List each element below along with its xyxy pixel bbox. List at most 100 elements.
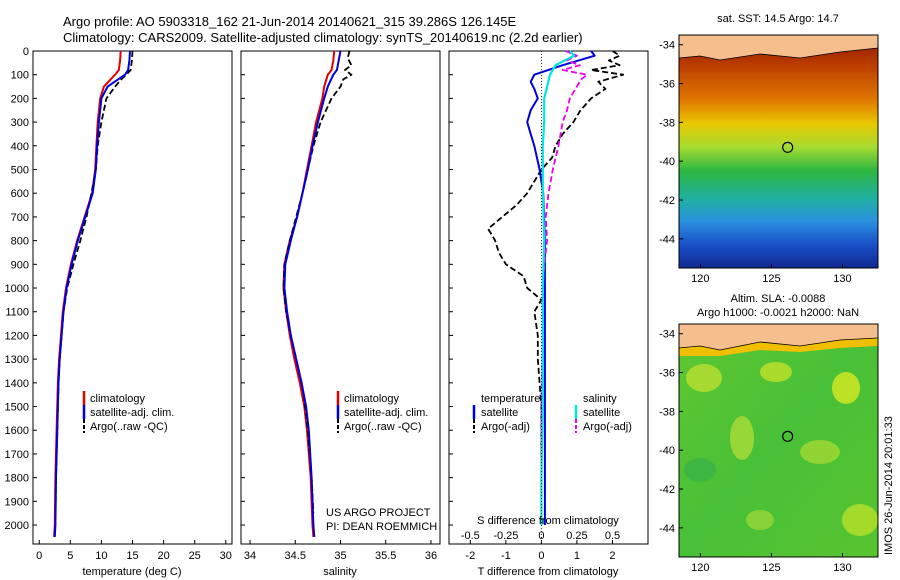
legend-label-satellite-adj: satellite-adj. clim.	[344, 407, 428, 419]
map-y-tick-label: -44	[659, 523, 675, 535]
sst-field	[679, 35, 878, 268]
map-y-tick-label: -36	[659, 368, 675, 380]
legend-title-salinity: salinity	[583, 393, 617, 405]
sla-land-edge	[679, 338, 878, 356]
depth-tick-label: 300	[11, 117, 29, 129]
salinity-legend: climatology satellite-adj. clim. Argo(..…	[336, 391, 428, 433]
temperature-x-axis: 0 5 10 15 20 25 30	[36, 540, 232, 562]
s-difference-tick-label: -0.25	[493, 530, 518, 542]
depth-tick-label: 1900	[5, 496, 29, 508]
sla-anomaly	[800, 440, 840, 464]
map-x-tick-label: 130	[833, 273, 851, 285]
sla-anomaly	[730, 416, 754, 460]
sla-land	[679, 324, 878, 350]
sla-anomaly	[746, 510, 774, 530]
map-x-tick-label: 120	[691, 562, 709, 574]
legend-label-s-satellite: satellite	[583, 407, 620, 419]
temperature-tick-label: 0	[36, 550, 42, 562]
map-y-tick-label: -34	[659, 329, 675, 341]
temperature-tick-label: 25	[189, 550, 201, 562]
depth-tick-label: 800	[11, 236, 29, 248]
line-satellite-adj	[283, 50, 342, 537]
depth-tick-label: 100	[11, 70, 29, 82]
line-t-diff-satellite	[526, 50, 596, 525]
salinity-tick-label: 35	[334, 550, 346, 562]
map-y-tick-label: -38	[659, 406, 675, 418]
legend-label-t-satellite: satellite	[481, 407, 518, 419]
legend-label-s-argo: Argo(-adj)	[583, 421, 632, 433]
depth-tick-label: 700	[11, 212, 29, 224]
line-climatology	[282, 50, 336, 537]
line-climatology	[53, 50, 122, 537]
salinity-panel-frame	[240, 50, 441, 545]
depth-tick-label: 900	[11, 259, 29, 271]
map-x-tick-label: 125	[762, 273, 780, 285]
line-t-diff-argo	[487, 50, 624, 525]
map-y-tick-label: -34	[659, 40, 675, 52]
map-y-tick-label: -40	[659, 156, 675, 168]
s-difference-x-axis: -0.5 -0.25 0 0.25 0.5	[461, 530, 620, 542]
salinity-tick-label: 34.5	[285, 550, 306, 562]
map-y-tick-label: -42	[659, 484, 675, 496]
s-difference-axis-label: S difference from climatology	[477, 515, 619, 527]
s-difference-tick-label: -0.5	[461, 530, 480, 542]
line-satellite-adj	[53, 50, 131, 537]
header-line-2: Climatology: CARS2009. Satellite-adjuste…	[63, 30, 583, 45]
sst-map-frame	[678, 34, 879, 269]
t-difference-x-axis: -2 -1 0 1 2	[465, 540, 616, 562]
map-y-tick-label: -36	[659, 79, 675, 91]
line-s-diff-argo	[540, 50, 588, 525]
s-difference-tick-label: 0.25	[566, 530, 587, 542]
t-difference-tick-label: 1	[574, 550, 580, 562]
legend-label-satellite-adj: satellite-adj. clim.	[90, 407, 174, 419]
map-x-tick-label: 125	[762, 562, 780, 574]
t-difference-tick-label: -2	[465, 550, 475, 562]
sla-anomaly	[832, 372, 860, 404]
map-x-tick-label: 120	[691, 273, 709, 285]
sst-heatmap	[679, 35, 878, 268]
legend-label-climatology: climatology	[344, 393, 400, 405]
temperature-legend: climatology satellite-adj. clim. Argo(..…	[82, 391, 174, 433]
sla-anomaly	[686, 364, 722, 392]
depth-tick-label: 1300	[5, 354, 29, 366]
temperature-profiles	[53, 50, 134, 537]
sla-map-frame	[678, 323, 879, 558]
depth-tick-label: 1800	[5, 473, 29, 485]
sla-anomaly	[842, 504, 878, 536]
depth-tick-label: 1000	[5, 283, 29, 295]
depth-tick-label: 2000	[5, 520, 29, 532]
t-difference-axis-label: T difference from climatology	[478, 566, 619, 578]
depth-tick-label: 1500	[5, 402, 29, 414]
temperature-tick-label: 15	[126, 550, 138, 562]
map-y-tick-label: -42	[659, 195, 675, 207]
legend-label-t-argo: Argo(-adj)	[481, 421, 530, 433]
t-difference-tick-label: 0	[538, 550, 544, 562]
depth-tick-label: 1700	[5, 449, 29, 461]
depth-tick-label: 600	[11, 188, 29, 200]
map-y-tick-label: -40	[659, 445, 675, 457]
temperature-panel-frame	[32, 50, 233, 545]
sla-map-subtitle: Argo h1000: -0.0021 h2000: NaN	[697, 307, 859, 319]
salinity-axis-label: salinity	[323, 566, 357, 578]
sst-map-axes: 120 125 130 -34 -36 -38 -40 -42 -44	[659, 40, 852, 285]
difference-profiles	[487, 50, 624, 525]
map-y-tick-label: -38	[659, 117, 675, 129]
legend-label-argo: Argo(..raw -QC)	[90, 421, 168, 433]
project-credit-line-2: PI: DEAN ROEMMICH	[326, 521, 437, 533]
depth-tick-label: 400	[11, 141, 29, 153]
sla-heatmap	[679, 324, 878, 557]
map-y-tick-label: -44	[659, 234, 675, 246]
temperature-tick-label: 10	[95, 550, 107, 562]
s-difference-tick-label: 0	[538, 530, 544, 542]
depth-axis: 0 100 200 300 400 500 600 700 800 900 1000 1100 1200…	[5, 46, 453, 532]
sst-map-title: sat. SST: 14.5 Argo: 14.7	[717, 13, 839, 25]
depth-tick-label: 200	[11, 93, 29, 105]
difference-legend: temperature salinity satellite Argo(-adj…	[472, 393, 632, 433]
depth-tick-label: 1100	[5, 307, 29, 319]
temperature-tick-label: 30	[220, 550, 232, 562]
depth-tick-label: 1200	[5, 330, 29, 342]
sla-coast	[679, 337, 878, 351]
depth-tick-label: 1400	[5, 378, 29, 390]
imos-timestamp: IMOS 26-Jun-2014 20:01:33	[883, 416, 895, 555]
legend-label-argo: Argo(..raw -QC)	[344, 421, 422, 433]
